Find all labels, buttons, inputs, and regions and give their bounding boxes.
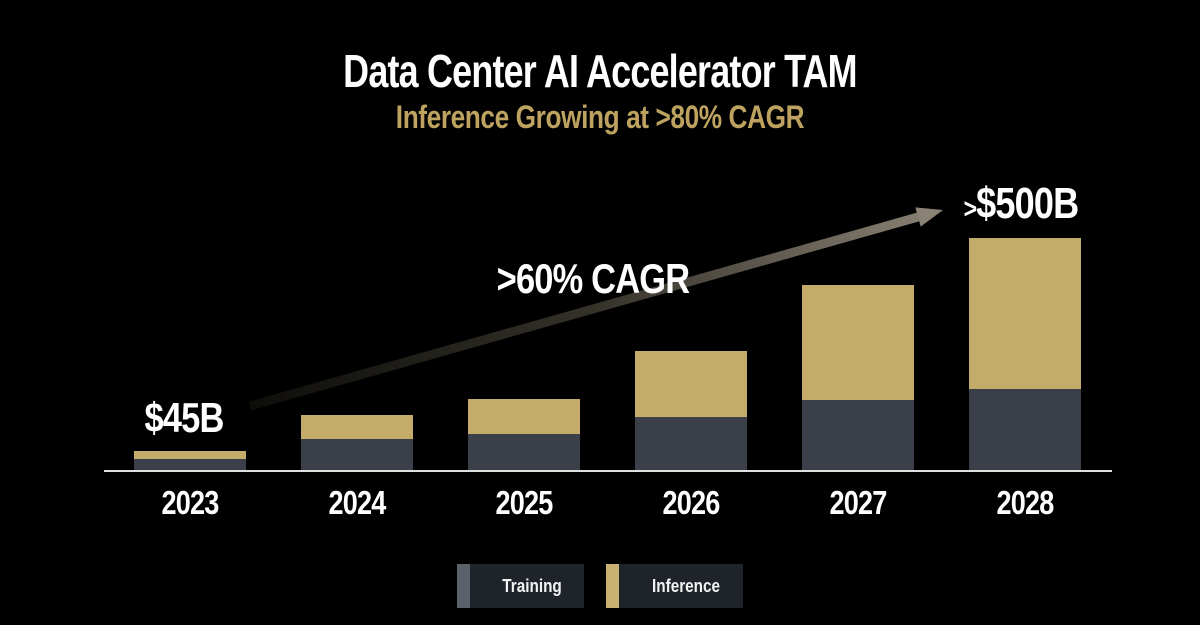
training-segment-2026 — [635, 417, 747, 471]
training-segment-2028 — [969, 388, 1081, 471]
bar-2024 — [301, 415, 413, 471]
annotation-cagr: >60% CAGR — [496, 255, 690, 302]
arrow-head — [915, 207, 943, 227]
inference-color-swatch — [605, 564, 619, 608]
legend-item-training: Training — [456, 564, 584, 608]
inference-segment-2023 — [134, 451, 246, 459]
chart-subtitle: Inference Growing at >80% CAGR — [395, 99, 805, 135]
inference-segment-2026 — [635, 351, 747, 418]
inference-segment-2024 — [301, 415, 413, 439]
chart-title: Data Center AI Accelerator TAM — [343, 45, 857, 97]
year-label-2024: 2024 — [328, 484, 387, 521]
bar-2028 — [969, 237, 1081, 471]
year-label-2023: 2023 — [161, 484, 220, 521]
training-color-swatch — [456, 564, 470, 608]
legend-item-inference: Inference — [605, 564, 744, 608]
year-label-2027: 2027 — [829, 484, 888, 521]
legend-label-inference: Inference — [651, 575, 721, 596]
annotation-2028-prefix: > — [963, 193, 977, 224]
training-segment-2027 — [802, 399, 914, 471]
year-label-2028: 2028 — [996, 484, 1055, 521]
annotation-2023-value: $45B — [144, 394, 224, 441]
annotation-2028-value: >$500B — [939, 179, 1103, 229]
x-axis-line — [104, 470, 1112, 472]
inference-segment-2025 — [468, 399, 580, 435]
inference-segment-2028 — [969, 237, 1081, 389]
legend-label-training: Training — [502, 575, 562, 596]
bar-2026 — [635, 351, 747, 471]
year-label-2026: 2026 — [662, 484, 721, 521]
inference-segment-2027 — [802, 284, 914, 400]
training-segment-2023 — [134, 459, 246, 471]
annotation-2028-amount: $500B — [976, 179, 1079, 228]
training-segment-2024 — [301, 439, 413, 471]
bar-2027 — [802, 284, 914, 471]
legend: Training Inference — [0, 564, 1200, 608]
bar-2023 — [134, 451, 246, 471]
training-segment-2025 — [468, 434, 580, 471]
bar-2025 — [468, 399, 580, 471]
year-label-2025: 2025 — [495, 484, 554, 521]
